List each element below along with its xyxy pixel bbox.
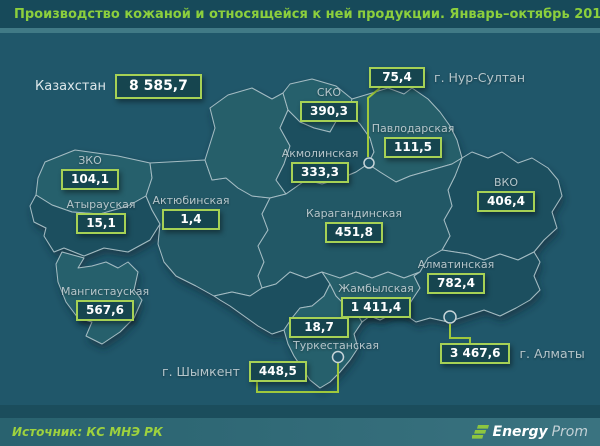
- region-value-box: 1,4: [162, 209, 220, 230]
- nur-sultan-marker-icon: [363, 157, 375, 169]
- almaty-marker-icon: [443, 310, 457, 324]
- region-label: Туркестанская: [292, 339, 380, 352]
- region-sko: СКО 390,3: [299, 86, 359, 122]
- region-label: ВКО: [493, 176, 518, 189]
- country-total: Казахстан 8 585,7: [35, 74, 202, 99]
- callout-line-shymkent: [256, 363, 339, 393]
- region-value-box: 333,3: [291, 162, 349, 183]
- region-value-box: 406,4: [477, 191, 535, 212]
- region-label: Жамбылская: [338, 282, 414, 295]
- source-label: Источник: КС МНЭ РК: [12, 425, 163, 439]
- logo-text-bold: Energy: [492, 424, 548, 440]
- region-pavlodarskaya: Павлодарская 111,5: [372, 122, 454, 158]
- region-atyrauskaya: Атырауская 15,1: [66, 198, 136, 234]
- region-value-box: 111,5: [384, 137, 442, 158]
- footer-dark-strip: [0, 405, 600, 418]
- region-value-box: 451,8: [325, 222, 383, 243]
- region-almatinskaya: Алматинская 782,4: [417, 258, 495, 294]
- region-label: Карагандинская: [306, 207, 402, 220]
- region-zhambylskaya: Жамбылская 1 411,4: [337, 282, 415, 318]
- region-value-box: 75,4: [369, 67, 425, 88]
- region-label: Мангистауская: [60, 285, 150, 298]
- region-shape-mangistauskaya: [55, 251, 143, 345]
- region-value-box: 448,5: [248, 361, 307, 382]
- region-almaty: 3 467,6 г. Алматы: [440, 343, 585, 364]
- region-kyzylordinskaya-value: 18,7: [289, 317, 349, 338]
- region-zko: ЗКО 104,1: [60, 154, 120, 190]
- region-value-box: 18,7: [289, 317, 349, 338]
- callout-line-nur-sultan: [367, 87, 381, 157]
- region-karagandinskaya: Карагандинская 451,8: [306, 207, 402, 243]
- title-bar: Производство кожаной и относящейся к ней…: [0, 0, 600, 28]
- region-akmolinskaya: Акмолинская 333,3: [281, 147, 359, 183]
- region-label: СКО: [316, 86, 342, 99]
- city-label: г. Шымкент: [162, 364, 240, 379]
- region-value-box: 1 411,4: [340, 297, 412, 318]
- header-accent-strip: [0, 28, 600, 33]
- shymkent-marker-icon: [331, 350, 345, 364]
- region-turkestanskaya-label: Туркестанская: [293, 339, 379, 354]
- region-label: ЗКО: [78, 154, 102, 167]
- energyprom-logo-icon: [471, 424, 489, 439]
- region-label: Павлодарская: [371, 122, 455, 135]
- callout-line-almaty: [449, 324, 471, 345]
- city-label: г. Алматы: [519, 346, 585, 361]
- region-value-box: 567,6: [76, 300, 134, 321]
- region-vko: ВКО 406,4: [475, 176, 537, 212]
- energyprom-logo: Energy Prom: [471, 424, 588, 440]
- region-label: Атырауская: [66, 198, 136, 211]
- region-shymkent: г. Шымкент 448,5: [162, 361, 307, 382]
- region-value-box: 782,4: [427, 273, 485, 294]
- region-value-box: 390,3: [300, 101, 358, 122]
- region-value-box: 15,1: [76, 213, 126, 234]
- region-label: Актюбинская: [152, 194, 230, 207]
- footer-bar: Источник: КС МНЭ РК Energy Prom: [0, 418, 600, 446]
- page-title: Производство кожаной и относящейся к ней…: [14, 6, 600, 22]
- region-value-box: 3 467,6: [440, 343, 511, 364]
- region-label: Алматинская: [417, 258, 495, 271]
- region-nur-sultan: 75,4 г. Нур-Султан: [369, 67, 525, 88]
- country-label: Казахстан: [35, 79, 106, 94]
- region-mangistauskaya: Мангистауская 567,6: [60, 285, 150, 321]
- region-label: Акмолинская: [281, 147, 359, 160]
- city-label: г. Нур-Султан: [434, 70, 525, 85]
- region-value-box: 104,1: [61, 169, 119, 190]
- region-aktyubinskaya: Актюбинская 1,4: [152, 194, 230, 230]
- logo-text-light: Prom: [551, 424, 588, 440]
- country-value-box: 8 585,7: [114, 74, 202, 99]
